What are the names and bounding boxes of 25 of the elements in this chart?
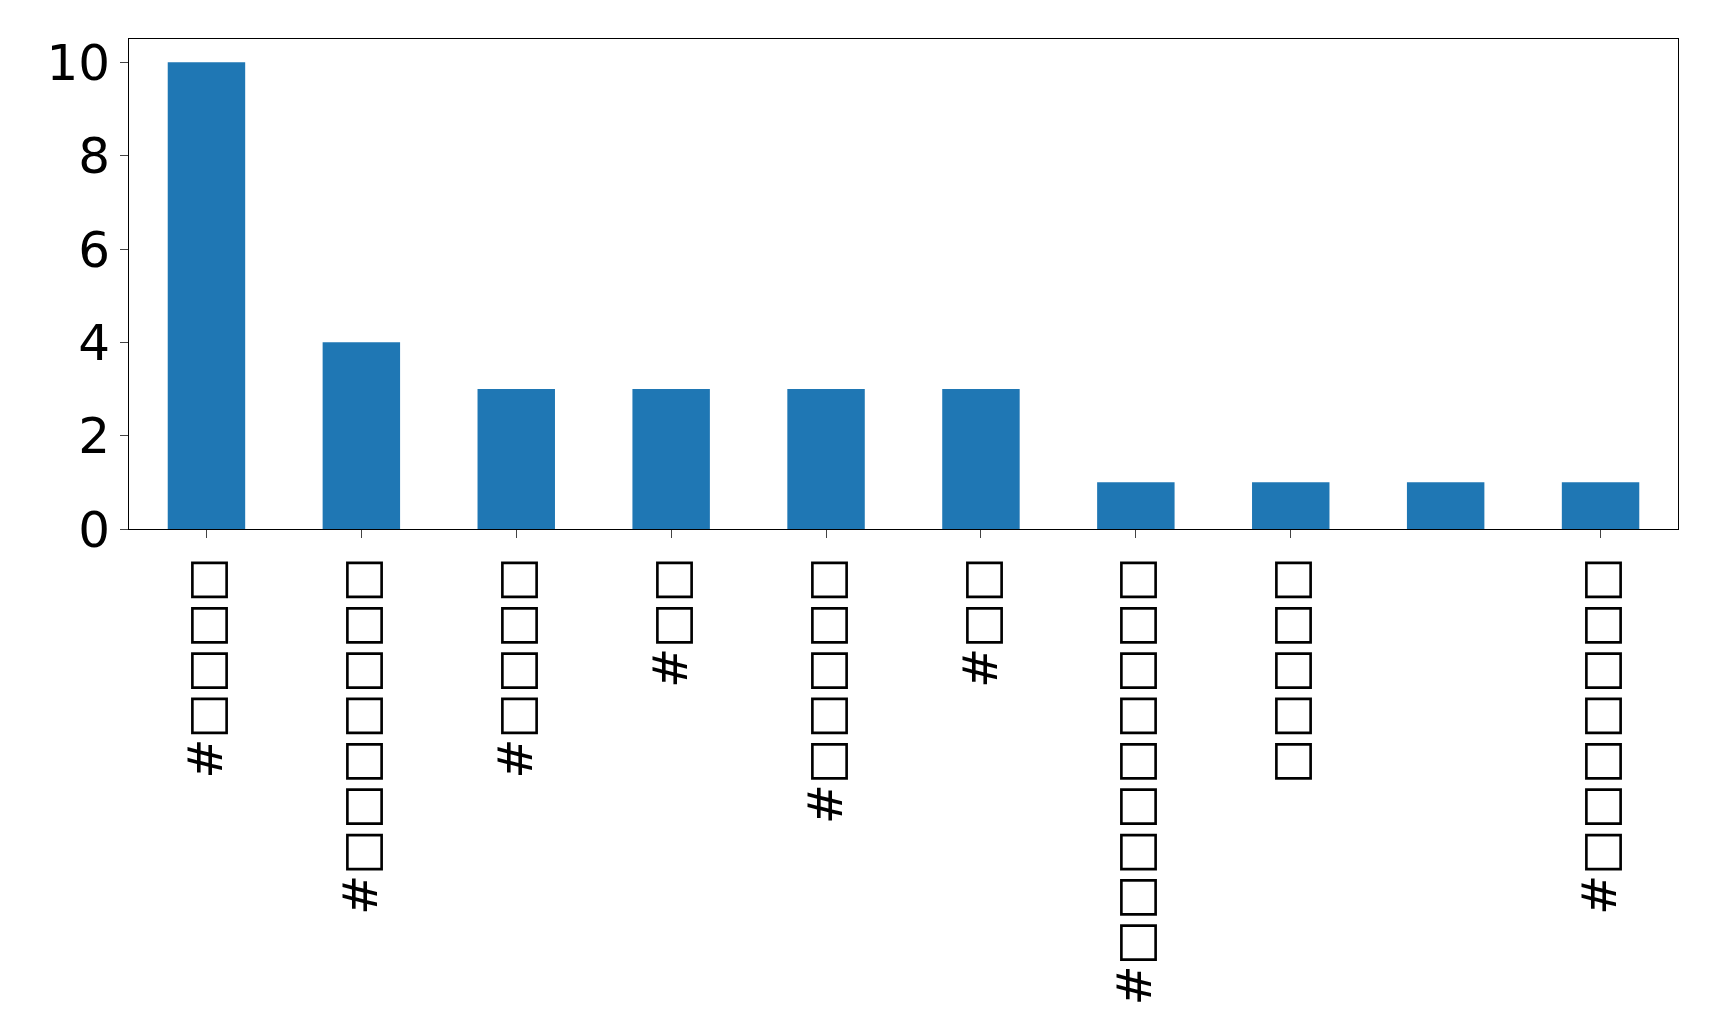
bar xyxy=(632,389,710,529)
y-tick-label: 4 xyxy=(78,313,110,372)
bar xyxy=(322,342,401,529)
bar xyxy=(1406,482,1485,529)
bar xyxy=(167,62,246,529)
y-tick-label: 6 xyxy=(78,220,110,279)
bar xyxy=(477,389,555,529)
y-tick-label: 0 xyxy=(78,500,110,559)
bar xyxy=(1097,482,1175,529)
x-tick-label: #□□ xyxy=(951,557,1008,689)
x-tick-label: #□□ xyxy=(641,557,698,689)
x-tick-label: #□□□□□□□ xyxy=(331,557,388,915)
bar xyxy=(942,389,1020,529)
x-tick-label: #□□□□ xyxy=(177,557,234,779)
bar xyxy=(1561,482,1640,529)
x-tick-label: #□□□□□□□□□ xyxy=(1106,557,1163,1006)
y-tick-label: 10 xyxy=(46,33,110,92)
y-tick-label: 8 xyxy=(78,127,110,186)
x-tick-label: #□□□□□□□ xyxy=(1571,557,1628,915)
bar xyxy=(1252,482,1330,529)
bar xyxy=(787,389,865,529)
x-tick-label: □□□□□ xyxy=(1261,557,1318,784)
x-tick-label: #□□□□□ xyxy=(796,557,853,825)
x-tick-label: #□□□□ xyxy=(486,557,543,779)
y-tick-label: 2 xyxy=(78,407,110,466)
